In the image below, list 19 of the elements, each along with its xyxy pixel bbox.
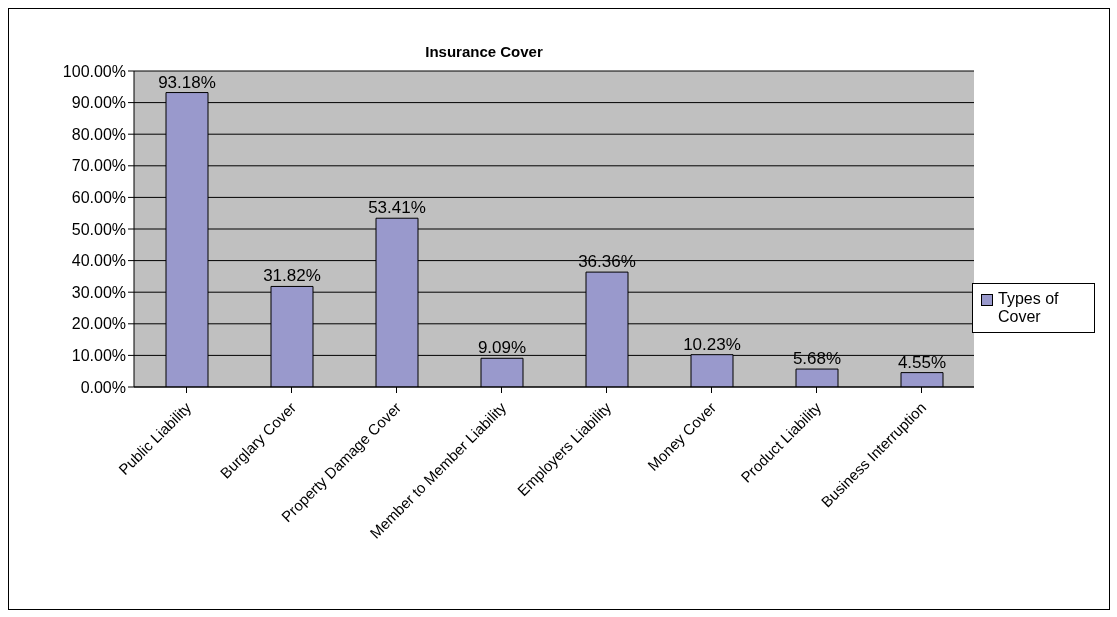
y-tick-label: 20.00%: [71, 315, 126, 333]
data-label: 10.23%: [683, 334, 741, 354]
y-tick-label: 10.00%: [71, 347, 126, 365]
y-tick-label: 50.00%: [71, 220, 126, 238]
y-tick-label: 100.00%: [62, 62, 126, 80]
data-label: 9.09%: [477, 338, 527, 358]
chart-title: Insurance Cover: [424, 43, 544, 60]
y-tick-label: 30.00%: [71, 283, 126, 301]
data-label: 31.82%: [263, 266, 321, 286]
y-tick-label: 40.00%: [71, 252, 126, 270]
y-tick-label: 90.00%: [71, 94, 126, 112]
y-tick-label: 80.00%: [71, 125, 126, 143]
y-tick-label: 70.00%: [71, 157, 126, 175]
y-tick-label: 0.00%: [80, 378, 126, 396]
y-tick-label: 60.00%: [71, 189, 126, 207]
data-label: 4.55%: [897, 352, 947, 372]
data-label: 53.41%: [368, 198, 426, 218]
legend-label: Types of Cover: [998, 290, 1060, 326]
data-label: 93.18%: [158, 72, 216, 92]
